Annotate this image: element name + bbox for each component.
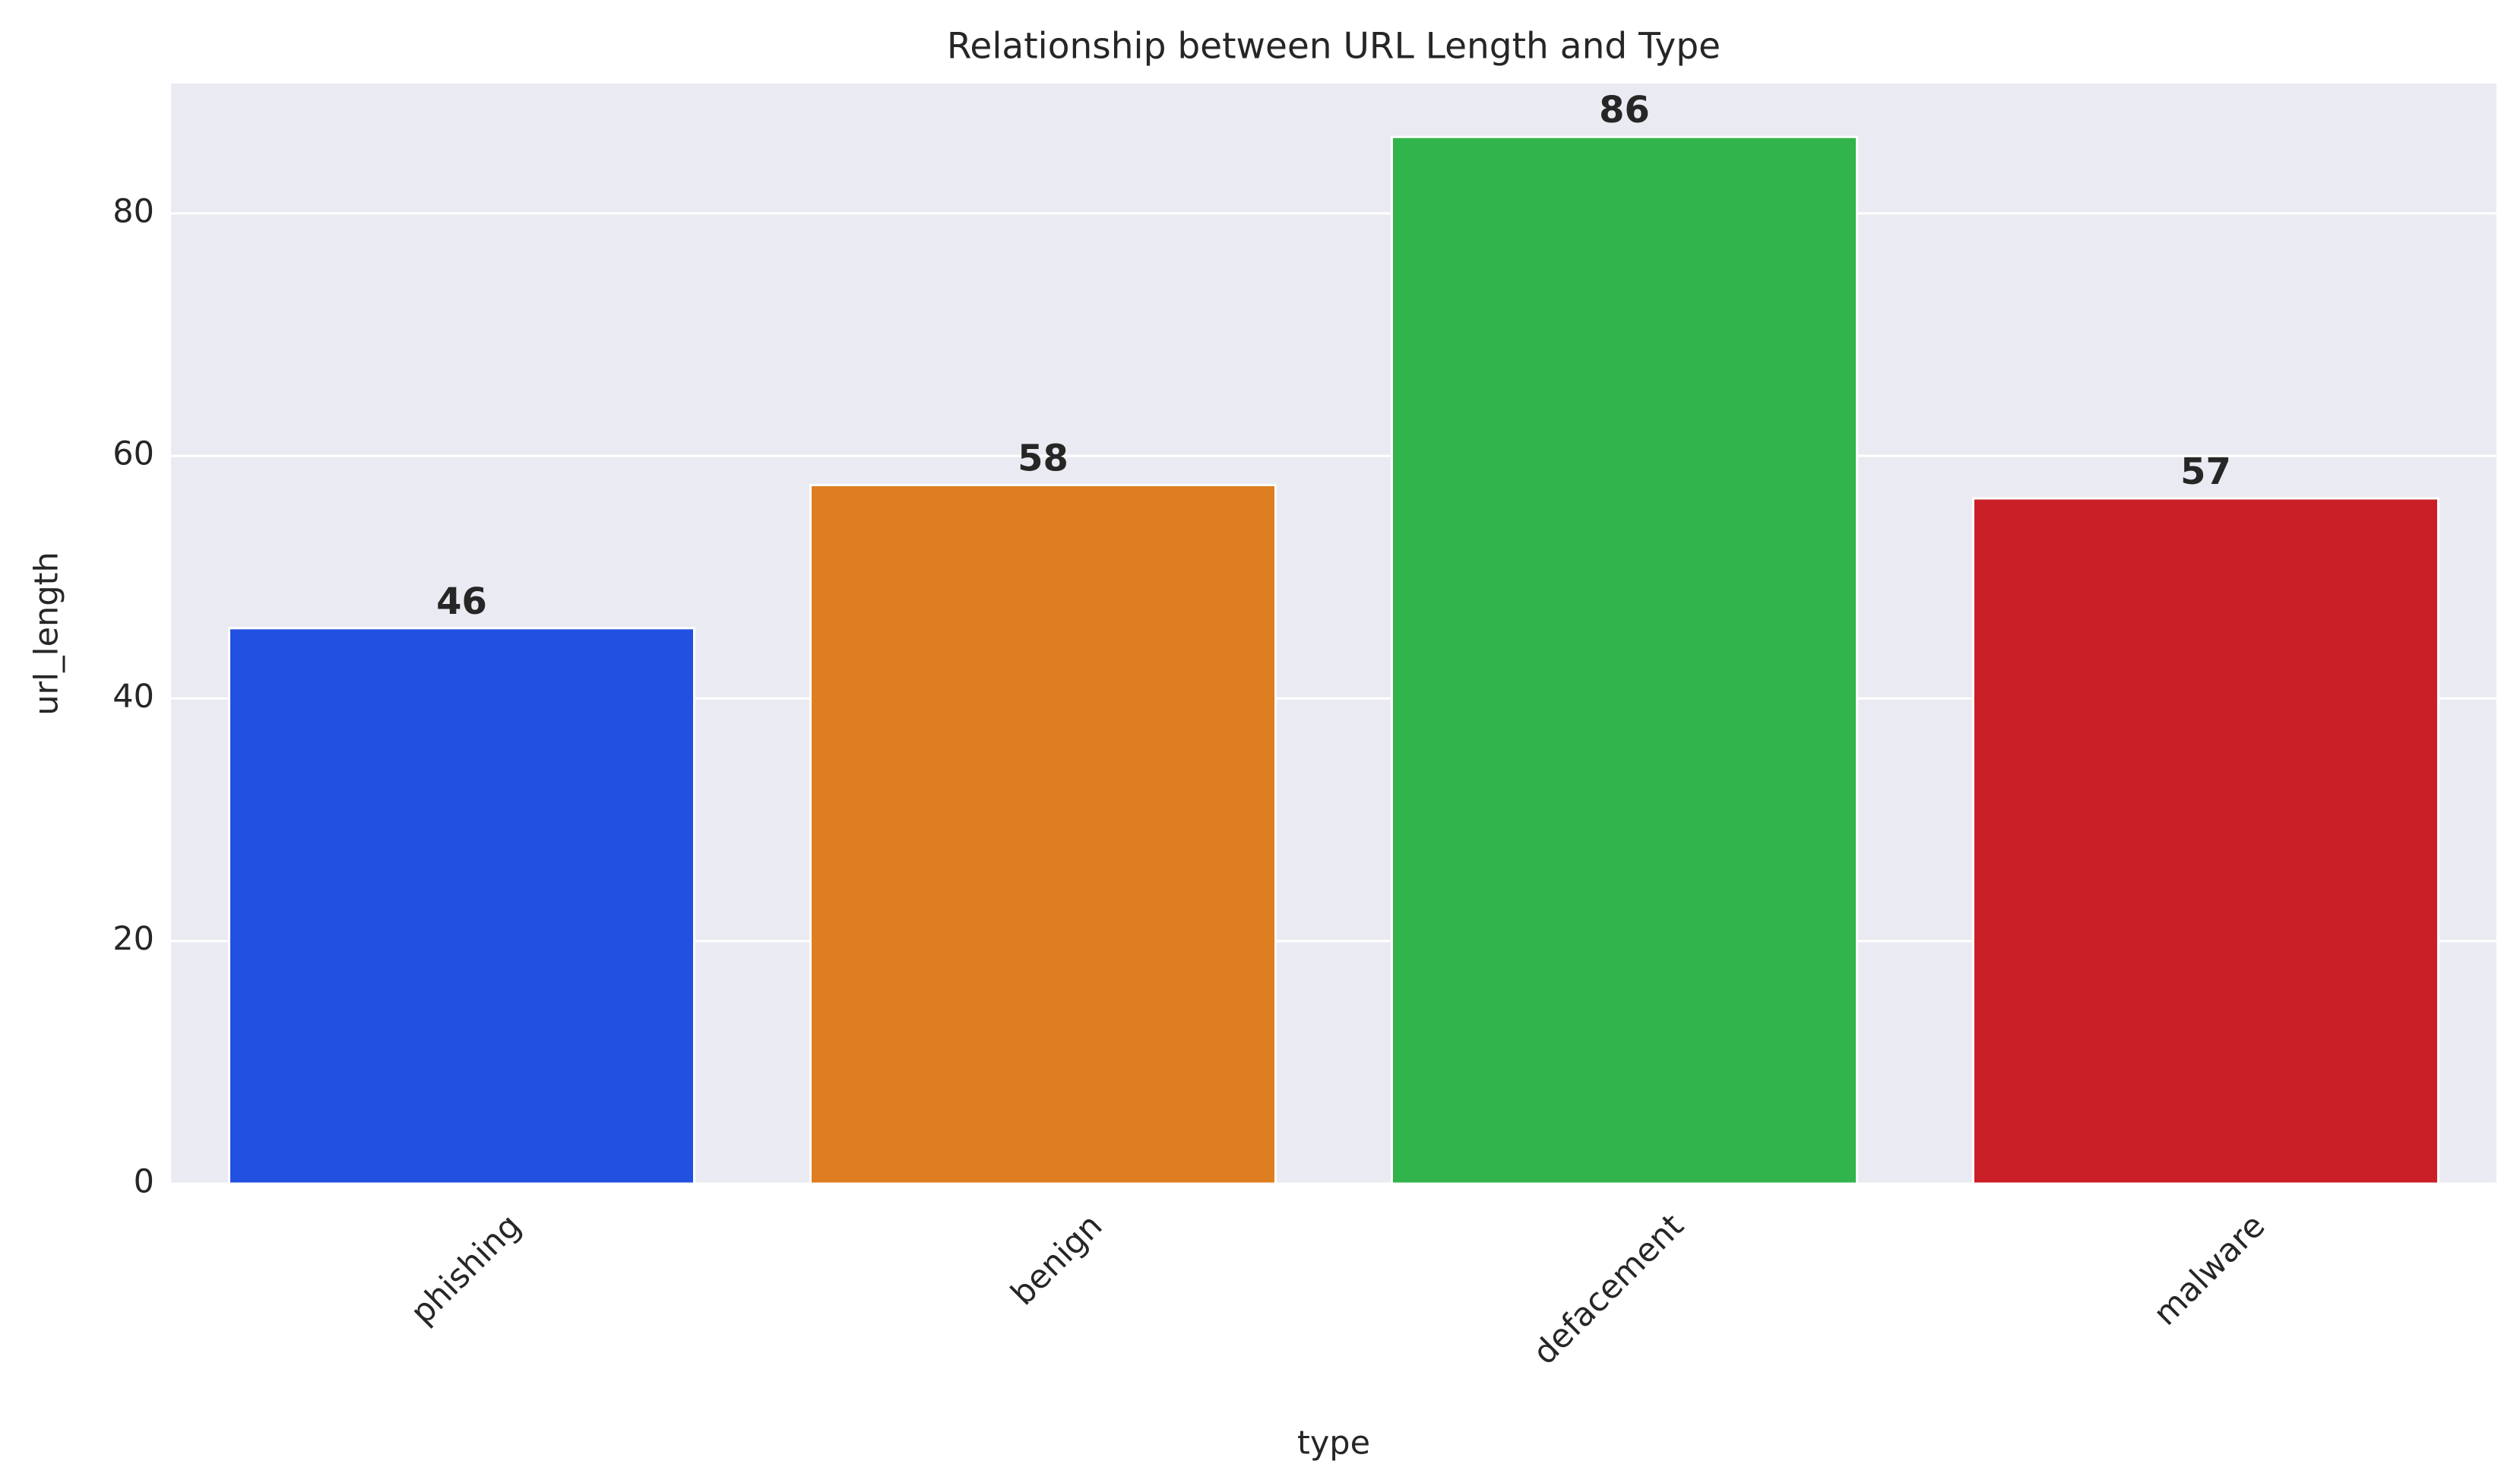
x-tick-label: phishing [404,1207,529,1333]
y-tick-label: 40 [112,678,154,716]
bar [1972,497,2439,1185]
value-label: 46 [436,580,487,623]
bar [228,627,695,1185]
y-tick-label: 80 [112,192,154,230]
y-tick-label: 60 [112,435,154,473]
x-tick-label: defacement [1526,1207,1692,1373]
bar [1391,135,1858,1185]
y-tick-label: 20 [112,920,154,958]
x-tick-label: benign [1004,1207,1110,1314]
y-tick-label: 0 [134,1163,154,1201]
x-axis-label: type [1297,1425,1370,1462]
chart-title: Relationship between URL Length and Type [947,26,1721,68]
x-tick-label: malware [2146,1207,2272,1333]
value-label: 57 [2180,451,2231,493]
y-axis-label: url_length [28,552,66,715]
value-label: 86 [1599,89,1650,131]
value-label: 58 [1018,437,1068,479]
bar [809,483,1277,1185]
